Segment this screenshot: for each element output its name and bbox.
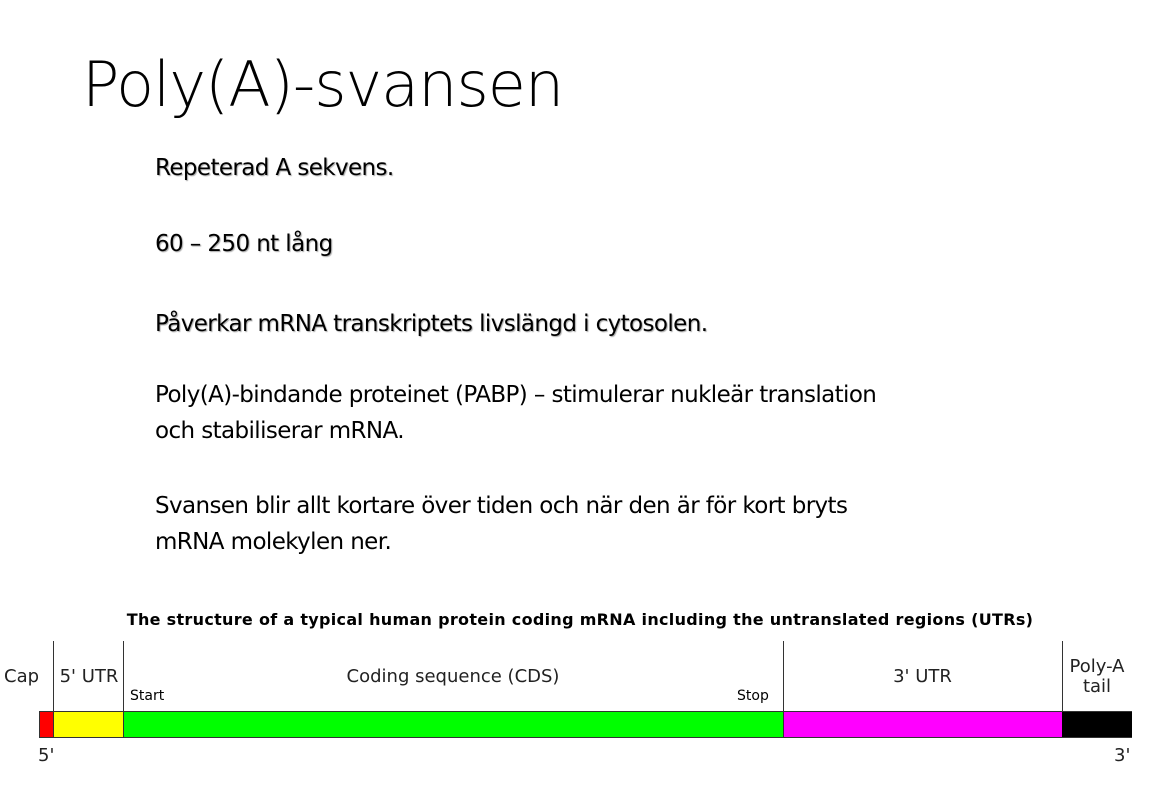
divider-line — [53, 641, 54, 711]
divider-line — [1062, 641, 1063, 711]
polya-segment — [1062, 711, 1132, 738]
divider-line — [123, 641, 124, 711]
five-utr-segment — [53, 711, 124, 738]
bullet-4-line-1: Poly(A)-bindande proteinet (PABP) – stim… — [155, 382, 877, 408]
five-prime-label: 5' — [38, 745, 55, 766]
stop-label: Stop — [737, 688, 769, 704]
slide-title: Poly(A)-svansen — [82, 48, 564, 121]
polya-label-line-1: Poly-A — [1069, 656, 1125, 677]
bullet-3: Påverkar mRNA transkriptets livslängd i … — [155, 311, 708, 337]
three-utr-segment — [783, 711, 1063, 738]
three-utr-label: 3' UTR — [893, 666, 952, 687]
cap-label: Cap — [4, 666, 40, 687]
start-label: Start — [130, 688, 165, 704]
cds-label: Coding sequence (CDS) — [346, 666, 560, 687]
cap-segment — [39, 711, 54, 738]
bullet-1: Repeterad A sekvens. — [155, 155, 394, 181]
three-prime-label: 3' — [1114, 745, 1131, 766]
bullet-5-line-2: mRNA molekylen ner. — [155, 529, 392, 555]
five-utr-label: 5' UTR — [59, 666, 119, 687]
polya-label-line-2: tail — [1082, 676, 1112, 697]
diagram-title: The structure of a typical human protein… — [126, 610, 1034, 629]
cds-segment — [123, 711, 784, 738]
divider-line — [783, 641, 784, 711]
bullet-5-line-1: Svansen blir allt kortare över tiden och… — [155, 493, 848, 519]
bullet-2: 60 – 250 nt lång — [155, 231, 333, 257]
bullet-4-line-2: och stabiliserar mRNA. — [155, 418, 405, 444]
